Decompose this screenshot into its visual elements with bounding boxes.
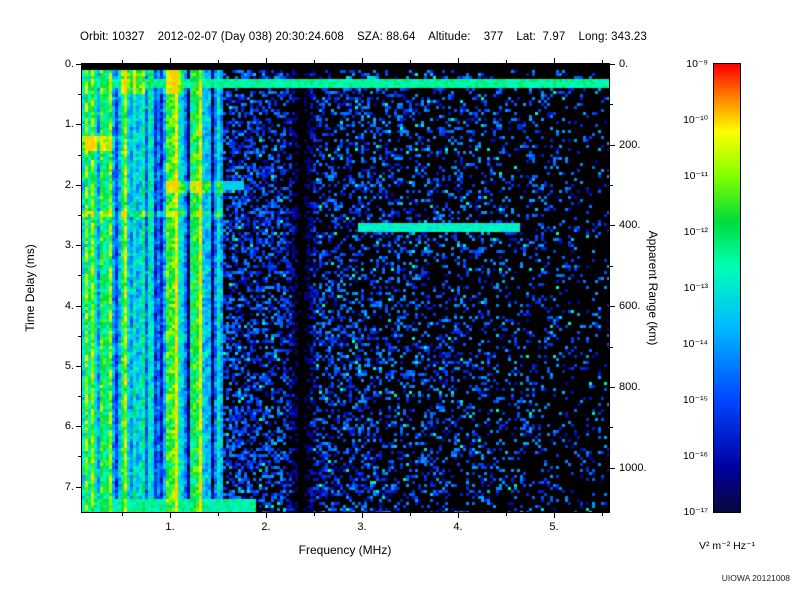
x-axis-minor-tick [410,60,411,63]
y-axis-tick [76,366,81,367]
colorbar-gradient [713,63,741,513]
y-axis-tick [76,487,81,488]
y2-tick-label: 600. [619,300,641,312]
x-axis-label: Frequency (MHz) [298,543,392,557]
y-axis-minor-tick [78,215,81,216]
y2-axis-tick [610,387,615,388]
x-axis-tick [266,58,267,63]
y-axis-minor-tick [78,155,81,156]
y2-tick-label: 400. [619,219,641,231]
y2-tick-label: 800. [619,381,641,393]
x-axis-minor-tick [218,60,219,63]
y-axis-tick [76,185,81,186]
y2-axis-tick [610,225,615,226]
x-axis-minor-tick [218,513,219,516]
y-tick-label: 3. [64,239,74,251]
y2-axis-minor-tick [610,266,613,267]
x-axis-tick [458,513,459,518]
x-axis-minor-tick [602,513,603,516]
y-axis-minor-tick [78,94,81,95]
y-axis-label: Time Delay (ms) [23,244,37,332]
colorbar-tick-label: 10⁻¹⁶ [682,450,708,462]
y-axis-tick [76,64,81,65]
y2-axis-minor-tick [610,347,613,348]
watermark: UIOWA 20121008 [721,573,790,583]
x-axis-minor-tick [602,60,603,63]
x-axis-minor-tick [314,513,315,516]
colorbar-tick-label: 10⁻¹⁷ [683,506,708,518]
header-title: Orbit: 10327 2012-02-07 (Day 038) 20:30:… [80,31,647,43]
spectrogram-heatmap [81,63,610,513]
y-axis-tick [76,426,81,427]
x-axis-tick [170,513,171,518]
colorbar-tick-label: 10⁻¹⁰ [683,114,708,126]
colorbar-tick-label: 10⁻⁹ [686,58,708,70]
x-axis-minor-tick [506,60,507,63]
y-tick-label: 2. [64,179,74,191]
y-tick-label: 7. [64,481,74,493]
x-tick-label: 2. [261,521,271,533]
y2-axis-label: Apparent Range (km) [646,230,660,346]
x-axis-minor-tick [122,513,123,516]
y2-axis-tick [610,306,615,307]
y2-axis-tick [610,145,615,146]
y-axis-tick [76,245,81,246]
y-tick-label: 6. [64,420,74,432]
y-axis-minor-tick [78,396,81,397]
colorbar-tick-label: 10⁻¹⁵ [682,394,708,406]
x-axis-tick [458,58,459,63]
x-axis-minor-tick [122,60,123,63]
x-axis-tick [266,513,267,518]
y-axis-minor-tick [78,275,81,276]
y-tick-label: 4. [64,300,74,312]
y2-axis-minor-tick [610,427,613,428]
y2-axis-tick [610,64,615,65]
x-axis-tick [554,58,555,63]
y-axis-tick [76,306,81,307]
x-axis-tick [554,513,555,518]
y2-axis-tick [610,468,615,469]
x-axis-tick [362,513,363,518]
y-axis-minor-tick [78,336,81,337]
colorbar-tick-label: 10⁻¹⁴ [682,338,708,350]
x-axis-minor-tick [506,513,507,516]
y2-tick-label: 0. [619,58,629,70]
colorbar-tick-label: 10⁻¹² [683,226,708,238]
x-axis-tick [170,58,171,63]
x-tick-label: 1. [165,521,175,533]
colorbar-tick-label: 10⁻¹¹ [683,170,708,182]
colorbar-units: V² m⁻² Hz⁻¹ [699,540,755,552]
colorbar-tick-label: 10⁻¹³ [683,282,708,294]
x-tick-label: 4. [453,521,463,533]
y-tick-label: 0. [64,58,74,70]
y-axis-tick [76,124,81,125]
y2-axis-minor-tick [610,185,613,186]
y2-tick-label: 1000. [619,462,647,474]
y2-axis-minor-tick [610,104,613,105]
y2-tick-label: 200. [619,139,641,151]
x-axis-minor-tick [410,513,411,516]
y-tick-label: 1. [64,118,74,130]
x-tick-label: 5. [549,521,559,533]
y-tick-label: 5. [64,360,74,372]
y-axis-minor-tick [78,456,81,457]
x-axis-tick [362,58,363,63]
x-tick-label: 3. [357,521,367,533]
x-axis-minor-tick [314,60,315,63]
